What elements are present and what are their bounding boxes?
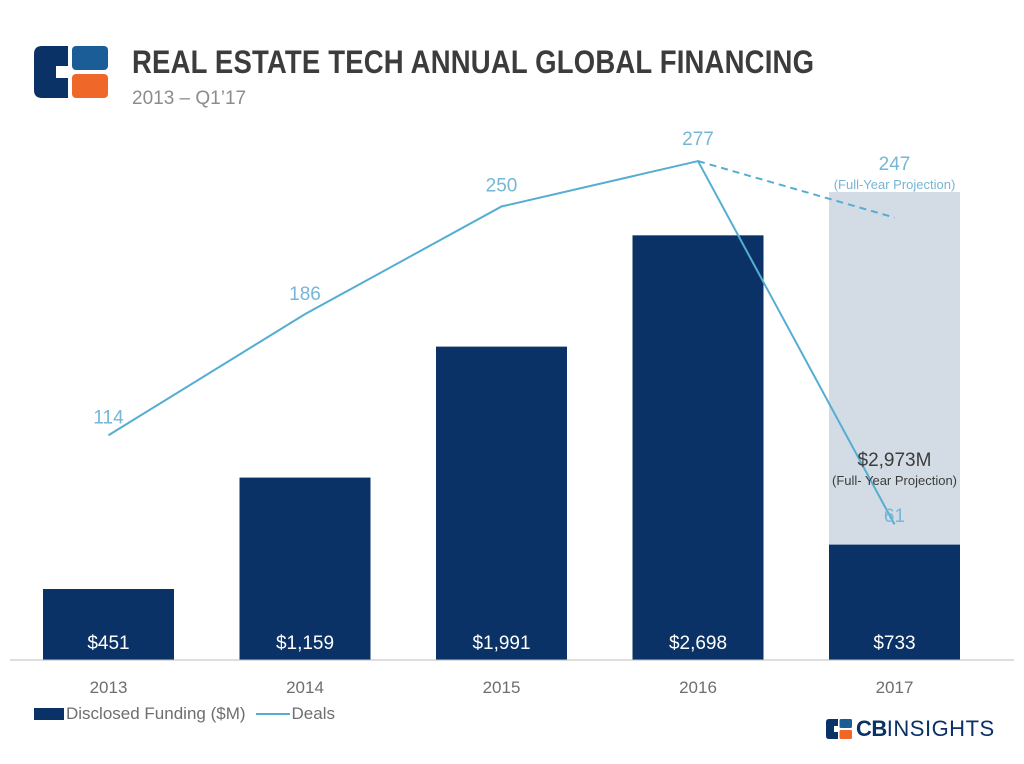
funding-value-label: $2,698 xyxy=(669,633,727,654)
projection-funding-label: $2,973M xyxy=(858,450,932,471)
brand-light: INSIGHTS xyxy=(886,716,995,741)
legend-funding-swatch xyxy=(34,708,64,720)
projection-deals-note: (Full-Year Projection) xyxy=(834,177,956,192)
brand-bold: CB xyxy=(856,716,887,741)
x-tick-label: 2013 xyxy=(90,678,128,697)
deals-projection-line xyxy=(697,160,895,219)
funding-bar xyxy=(436,346,567,660)
bars-layer xyxy=(43,235,960,661)
funding-bar xyxy=(239,477,371,660)
funding-bar xyxy=(829,544,960,660)
header: REAL ESTATE TECH ANNUAL GLOBAL FINANCING… xyxy=(0,0,1024,120)
legend-deals-label: Deals xyxy=(291,704,335,723)
deals-value-label: 114 xyxy=(93,407,124,428)
deals-value-label: 250 xyxy=(486,176,518,197)
projection-funding-note: (Full- Year Projection) xyxy=(832,473,957,488)
legend-deals-swatch xyxy=(255,713,290,715)
x-tick-label: 2017 xyxy=(876,678,914,697)
funding-value-label: $451 xyxy=(87,633,129,654)
funding-bar xyxy=(632,235,764,661)
x-tick-labels: 2013 2014 2015 2016 2017 xyxy=(90,678,914,697)
deals-value-label: 61 xyxy=(884,506,905,527)
chart-title: REAL ESTATE TECH ANNUAL GLOBAL FINANCING xyxy=(132,44,815,80)
labels-layer: $451 $1,159 $1,991 $2,698 $733 114 186 250 277 61… xyxy=(87,129,957,654)
funding-value-label: $733 xyxy=(873,633,915,654)
brand-logo: CB INSIGHTS xyxy=(826,716,995,742)
funding-value-label: $1,991 xyxy=(472,633,530,654)
legend-funding-label: Disclosed Funding ($M) xyxy=(66,704,246,723)
x-tick-label: 2015 xyxy=(483,678,521,697)
cb-insights-logo-icon xyxy=(34,46,108,98)
x-tick-label: 2014 xyxy=(286,678,324,697)
cb-insights-mark-icon xyxy=(826,719,852,739)
deals-value-label: 277 xyxy=(682,129,714,150)
deals-value-label: 186 xyxy=(289,284,321,305)
chart-subtitle: 2013 – Q1’17 xyxy=(132,88,247,109)
x-tick-label: 2016 xyxy=(679,678,717,697)
funding-bar xyxy=(43,589,174,660)
legend: Disclosed Funding ($M) Deals xyxy=(34,702,335,726)
funding-value-label: $1,159 xyxy=(276,633,334,654)
deals-line-layer xyxy=(107,159,896,525)
projection-deals-label: 247 xyxy=(879,154,911,175)
